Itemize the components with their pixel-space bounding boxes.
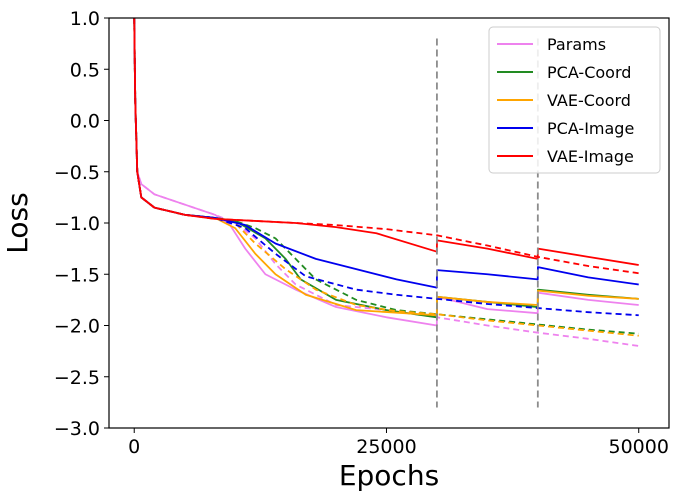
- x-tick-label: 25000: [356, 436, 416, 458]
- y-axis-label: Loss: [1, 192, 34, 253]
- x-tick-label: 50000: [609, 436, 669, 458]
- y-tick-label: 0.5: [70, 59, 100, 81]
- y-tick-label: −1.0: [54, 213, 100, 235]
- y-tick-label: −1.5: [54, 264, 100, 286]
- x-tick-label: 0: [128, 436, 140, 458]
- legend: Params PCA-Coord VAE-Coord PCA-Image VAE-Ima…: [488, 26, 661, 174]
- legend-label-params: Params: [547, 35, 606, 54]
- y-tick-label: −0.5: [54, 162, 100, 184]
- legend-box: [488, 26, 661, 174]
- x-axis: 0 25000 50000: [128, 428, 669, 458]
- series-line-pca-coord-dashed: [133, 18, 639, 335]
- y-axis: 1.0 0.5 0.0 −0.5 −1.0 −1.5 −2.0 −2.5 −3.0: [54, 8, 109, 440]
- legend-label-vae-image: VAE-Image: [547, 147, 634, 166]
- legend-label-vae-coord: VAE-Coord: [547, 91, 631, 110]
- legend-label-pca-image: PCA-Image: [547, 119, 634, 138]
- y-tick-label: 1.0: [70, 8, 100, 30]
- y-tick-label: −2.5: [54, 367, 100, 389]
- y-tick-label: −2.0: [54, 316, 100, 338]
- x-axis-label: Epochs: [339, 459, 439, 492]
- y-tick-label: 0.0: [70, 111, 100, 133]
- series-line-params-solid: [133, 18, 639, 327]
- y-tick-label: −3.0: [54, 418, 100, 440]
- legend-label-pca-coord: PCA-Coord: [547, 63, 631, 82]
